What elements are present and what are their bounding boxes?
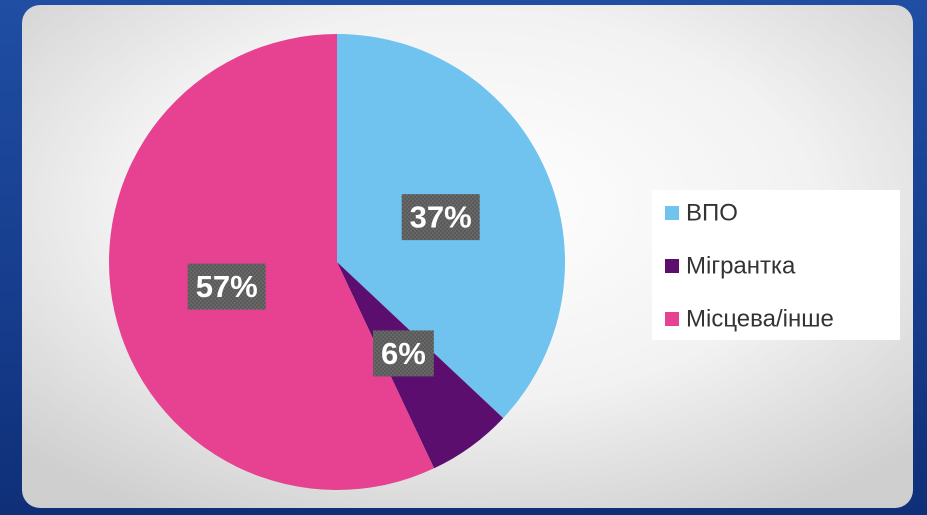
legend-swatch <box>665 312 679 326</box>
legend-label: Місцева/інше <box>686 306 834 333</box>
data-label-box <box>401 194 480 241</box>
legend-swatch <box>665 206 679 220</box>
legend-label: Мігрантка <box>686 253 796 280</box>
legend-box <box>652 190 900 340</box>
legend-swatch <box>665 259 679 273</box>
data-label: 6% <box>381 336 426 371</box>
pie-slice <box>109 34 435 490</box>
data-label: 37% <box>410 200 472 235</box>
data-label: 57% <box>196 269 258 304</box>
legend-label: ВПО <box>686 200 738 227</box>
data-label-box <box>373 330 434 377</box>
data-label-box <box>187 263 266 310</box>
